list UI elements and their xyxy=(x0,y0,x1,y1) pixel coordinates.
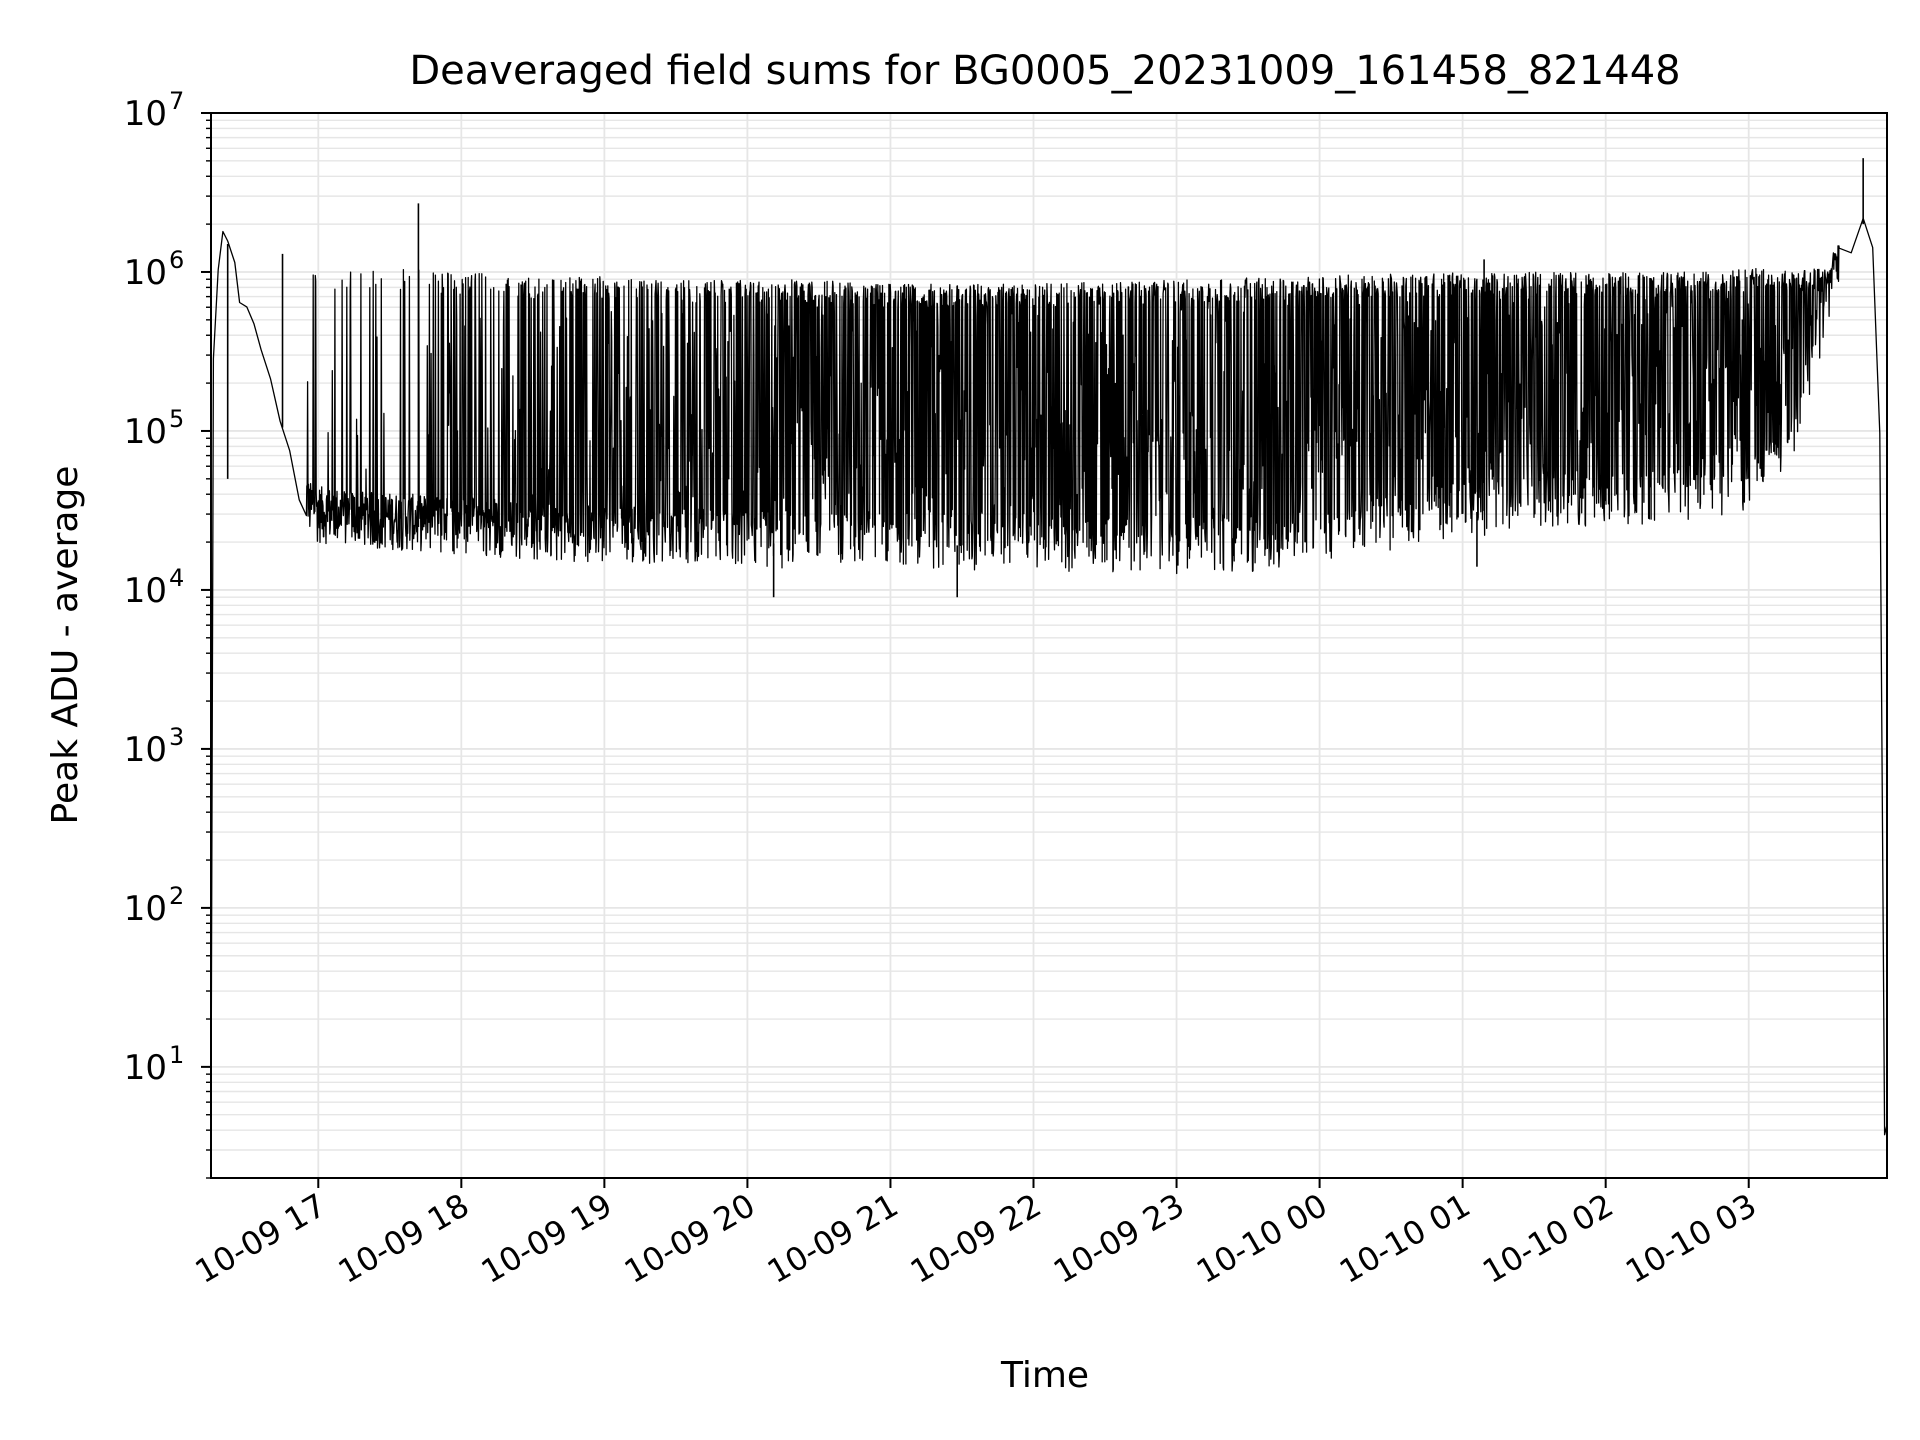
y-tick-label-exponent: 1 xyxy=(169,1041,184,1069)
series-line xyxy=(210,158,1888,1136)
y-tick-label-exponent: 7 xyxy=(169,87,184,115)
y-tick-label-exponent: 2 xyxy=(169,882,184,910)
y-tick-label-exponent: 3 xyxy=(169,723,184,751)
grid xyxy=(211,112,1887,1179)
series-path xyxy=(210,217,1888,1136)
y-tick-label: 10 xyxy=(124,1048,167,1088)
y-tick-label: 10 xyxy=(124,571,167,611)
y-axis-label: Peak ADU - average xyxy=(45,466,86,825)
y-tick-label: 10 xyxy=(124,253,167,293)
x-axis-label: Time xyxy=(1000,1355,1089,1396)
y-tick-label-exponent: 6 xyxy=(169,246,184,274)
y-tick-label: 10 xyxy=(124,889,167,929)
y-tick-label-exponent: 4 xyxy=(169,564,184,592)
chart-title: Deaveraged field sums for BG0005_2023100… xyxy=(409,48,1680,94)
y-tick-label: 10 xyxy=(124,94,167,134)
y-tick-label: 10 xyxy=(124,730,167,770)
plot-frame xyxy=(210,112,1888,1179)
y-tick-label-exponent: 5 xyxy=(169,405,184,433)
y-tick-label: 10 xyxy=(124,412,167,452)
